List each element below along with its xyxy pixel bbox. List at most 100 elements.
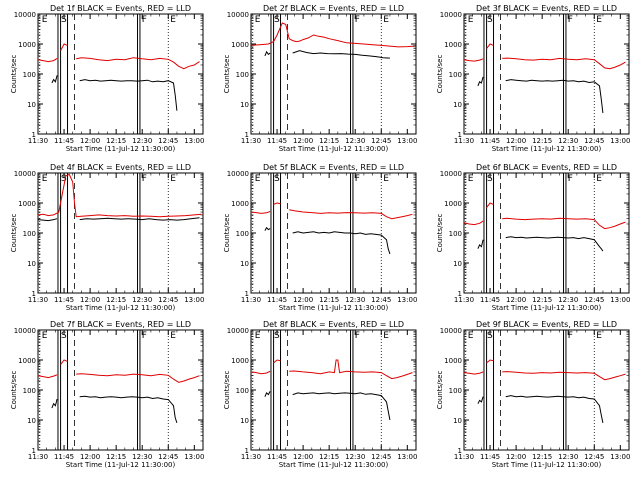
x-tick-label: 12:15: [532, 296, 552, 304]
lld-series-line: [250, 370, 271, 375]
x-tick-label: 12:15: [319, 453, 339, 461]
x-tick-label: 13:00: [184, 296, 204, 304]
x-axis-label: Start Time (11-Jul-12 11:30:00): [492, 145, 602, 153]
y-tick-label: 10: [240, 101, 249, 109]
y-tick-label: 10: [453, 417, 462, 425]
panel-title: Det 3f BLACK = Events, RED = LLD: [476, 4, 617, 13]
plot-frame: [37, 329, 204, 451]
x-tick-label: 12:00: [80, 453, 100, 461]
lld-series-line: [486, 43, 494, 49]
marker-label-e: E: [42, 15, 48, 25]
x-tick-label: 11:45: [267, 137, 287, 145]
marker-label-e: E: [468, 331, 474, 341]
marker-label-s: S: [61, 331, 67, 341]
x-tick-label: 12:15: [532, 453, 552, 461]
x-axis-label: Start Time (11-Jul-12 11:30:00): [279, 145, 389, 153]
lld-series-line: [273, 202, 281, 205]
y-tick-label: 100: [23, 71, 36, 79]
y-tick-label: 1: [245, 131, 249, 139]
marker-label-e: E: [42, 174, 48, 184]
x-tick-label: 12:45: [371, 453, 391, 461]
y-tick-label: 1000: [231, 357, 249, 365]
y-tick-label: 10: [240, 417, 249, 425]
marker-label-e: E: [170, 15, 176, 25]
y-tick-label: 1: [458, 131, 462, 139]
detector-panel: Det 1f BLACK = Events, RED = LLD 1 10 100 10…: [10, 4, 204, 153]
x-tick-label: 11:30: [454, 137, 474, 145]
marker-label-f: F: [142, 15, 147, 25]
lld-series-line: [250, 211, 271, 214]
plot-frame: [463, 329, 630, 451]
y-axis-label: Counts/sec: [223, 55, 231, 94]
events-series-line: [51, 398, 58, 409]
y-tick-label: 10: [453, 101, 462, 109]
x-tick-label: 12:30: [558, 296, 578, 304]
events-series-line: [505, 79, 604, 114]
y-tick-label: 10000: [227, 170, 249, 178]
events-series-line: [37, 218, 58, 222]
marker-label-e: E: [255, 15, 261, 25]
x-tick-label: 12:45: [158, 296, 178, 304]
y-tick-label: 10000: [440, 327, 462, 335]
marker-label-e: E: [383, 331, 389, 341]
panel-title: Det 7f BLACK = Events, RED = LLD: [50, 320, 191, 329]
y-tick-label: 1000: [444, 200, 462, 208]
y-tick-label: 10000: [227, 11, 249, 19]
events-series-line: [79, 217, 200, 221]
y-axis-label: Counts/sec: [10, 55, 18, 94]
x-tick-label: 12:00: [80, 137, 100, 145]
x-tick-label: 12:30: [345, 296, 365, 304]
lld-series-line: [463, 58, 484, 62]
x-tick-label: 13:00: [610, 137, 630, 145]
y-tick-label: 10: [27, 101, 36, 109]
x-tick-label: 13:00: [610, 453, 630, 461]
x-tick-label: 13:00: [184, 137, 204, 145]
marker-label-e: E: [170, 174, 176, 184]
events-series-line: [264, 391, 271, 397]
x-tick-label: 12:00: [293, 137, 313, 145]
marker-label-e: E: [596, 331, 602, 341]
y-tick-label: 1000: [18, 357, 36, 365]
y-axis-label: Counts/sec: [436, 55, 444, 94]
y-tick-label: 1000: [18, 41, 36, 49]
y-tick-label: 1: [32, 131, 36, 139]
detector-panel: Det 6f BLACK = Events, RED = LLD 1 10 100 10…: [436, 163, 630, 312]
lld-series-line: [486, 359, 494, 364]
x-tick-label: 12:15: [106, 296, 126, 304]
y-tick-label: 100: [449, 230, 462, 238]
x-tick-label: 11:30: [241, 137, 261, 145]
y-tick-label: 1000: [444, 357, 462, 365]
lld-series-line: [76, 57, 200, 70]
plot-frame: [463, 13, 630, 135]
detector-panel: Det 9f BLACK = Events, RED = LLD 1 10 100 10…: [436, 320, 630, 469]
detector-panel: Det 2f BLACK = Events, RED = LLD 1 10 100 10…: [223, 4, 417, 153]
lld-series-line: [463, 371, 484, 375]
events-series-line: [292, 231, 391, 255]
plot-frame: [37, 13, 204, 135]
x-tick-label: 12:45: [371, 296, 391, 304]
y-axis-label: Counts/sec: [436, 214, 444, 253]
panel-title: Det 4f BLACK = Events, RED = LLD: [50, 163, 191, 172]
marker-label-f: F: [355, 174, 360, 184]
y-tick-label: 10000: [227, 327, 249, 335]
x-tick-label: 11:30: [454, 296, 474, 304]
x-tick-label: 12:30: [558, 453, 578, 461]
marker-label-e: E: [596, 15, 602, 25]
lld-series-line: [289, 209, 413, 220]
marker-label-s: S: [487, 15, 493, 25]
lld-series-line: [273, 359, 281, 364]
plot-frame: [463, 172, 630, 294]
marker-label-s: S: [487, 331, 493, 341]
x-tick-label: 12:00: [293, 453, 313, 461]
y-tick-label: 100: [23, 230, 36, 238]
x-tick-label: 11:45: [480, 296, 500, 304]
x-tick-label: 12:30: [132, 296, 152, 304]
marker-label-e: E: [383, 15, 389, 25]
lld-series-line: [60, 359, 68, 365]
x-axis-label: Start Time (11-Jul-12 11:30:00): [66, 304, 176, 312]
marker-label-e: E: [596, 174, 602, 184]
x-axis-label: Start Time (11-Jul-12 11:30:00): [66, 145, 176, 153]
marker-label-f: F: [355, 15, 360, 25]
x-tick-label: 12:30: [345, 137, 365, 145]
lld-series-line: [502, 217, 626, 230]
